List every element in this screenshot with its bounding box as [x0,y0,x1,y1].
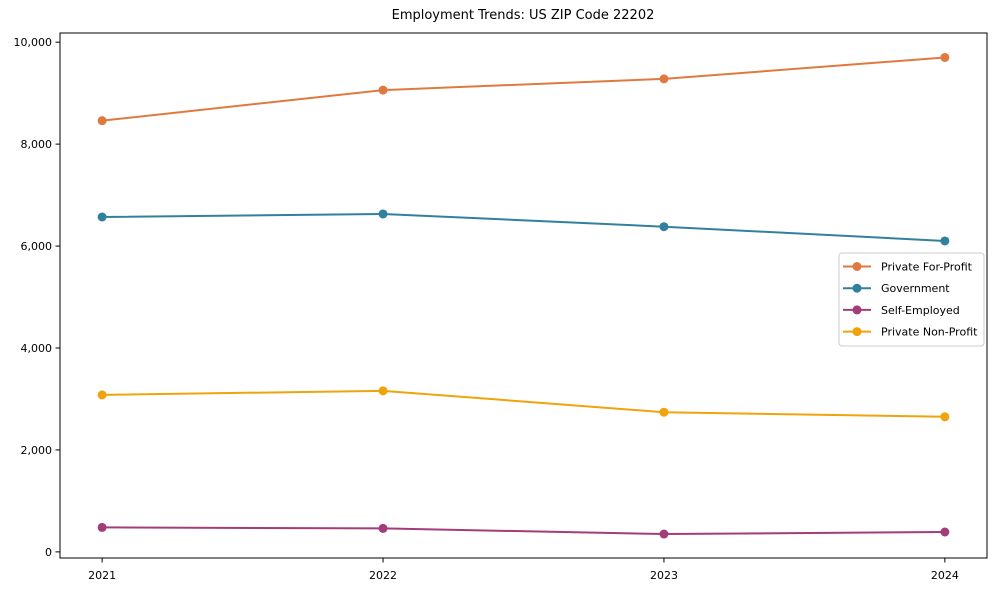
legend-marker-government [852,283,862,293]
legend-marker-self-employed [852,305,862,315]
data-point-private-non-profit-2022 [378,386,388,396]
series-line-government [101,212,946,242]
y-tick-label: 6,000 [21,240,53,253]
series-line-self-employed [101,526,946,536]
legend: Private For-Profit Government Self-Employe… [838,252,985,347]
y-tick-label: 0 [45,546,52,559]
data-point-private-for-profit-2023 [659,74,669,84]
data-point-government-2024 [940,236,950,246]
y-tick-label: 8,000 [21,138,53,151]
legend-item-private-non-profit: Private Non-Profit [843,326,978,339]
data-point-private-non-profit-2024 [940,412,950,422]
x-tick-label: 2021 [88,569,116,582]
legend-label-self-employed: Self-Employed [881,304,960,317]
data-point-self-employed-2024 [940,527,950,537]
x-tick-label: 2022 [369,569,397,582]
data-point-private-for-profit-2021 [97,116,107,126]
legend-item-government: Government [843,282,950,295]
series-private-non-profit [97,386,950,422]
legend-marker-private-for-profit [852,262,862,271]
series-self-employed [97,522,950,539]
x-tick-label: 2023 [650,569,678,582]
axes: 0 2,000 4,000 6,000 8,000 10,000 2021 2022 2023 2… [14,32,988,582]
data-point-government-2021 [97,212,107,222]
data-point-self-employed-2021 [97,522,107,532]
data-point-government-2023 [659,222,669,232]
y-tick-label: 10,000 [14,36,53,49]
legend-label-government: Government [881,282,950,295]
chart-title: Employment Trends: US ZIP Code 22202 [392,8,655,23]
x-tick-label: 2024 [931,569,959,582]
data-point-self-employed-2023 [659,529,669,539]
data-point-government-2022 [378,209,388,219]
series-government [97,209,950,246]
y-tick-label: 2,000 [21,444,53,457]
plot-border [59,32,988,559]
data-point-private-non-profit-2023 [659,407,669,417]
y-tick-label: 4,000 [21,342,53,355]
series-private-for-profit [97,52,950,126]
data-point-private-for-profit-2024 [940,52,950,62]
data-point-private-for-profit-2022 [378,85,388,95]
legend-item-private-for-profit: Private For-Profit [843,261,973,274]
series-line-private-for-profit [101,56,946,122]
legend-item-self-employed: Self-Employed [843,304,960,317]
data-point-private-non-profit-2021 [97,390,107,400]
legend-box [838,252,985,347]
legend-label-private-for-profit: Private For-Profit [881,261,973,274]
plot-area [97,52,950,539]
series-line-private-non-profit [101,389,946,418]
data-point-self-employed-2022 [378,523,388,533]
legend-marker-private-non-profit [852,327,862,337]
legend-label-private-non-profit: Private Non-Profit [881,326,978,339]
